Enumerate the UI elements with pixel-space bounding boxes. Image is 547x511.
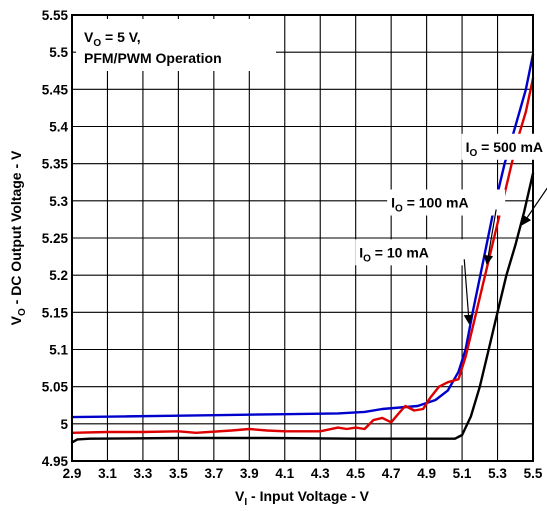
conditions-line-2: PFM/PWM Operation [84, 50, 222, 66]
y-tick-label: 5.05 [42, 380, 69, 395]
series-label-main: I [466, 139, 470, 155]
x-tick-label: 3.7 [204, 466, 223, 481]
y-axis-title-rest: - DC Output Voltage - V [8, 150, 24, 308]
x-tick-label: 5.3 [488, 466, 507, 481]
conditions-vo-sub: O [93, 38, 101, 49]
y-tick-label: 5.4 [49, 120, 68, 135]
series-label-rest: = 100 mA [403, 195, 469, 211]
conditions-box: VO = 5 V, PFM/PWM Operation [76, 19, 276, 71]
y-tick-label: 5.5 [49, 45, 68, 60]
series-label-sub: O [470, 148, 478, 159]
series-label-sub: O [395, 204, 403, 215]
x-tick-label: 4.9 [417, 466, 436, 481]
series-label-arrow [521, 187, 547, 226]
x-tick-label: 4.7 [382, 466, 401, 481]
conditions-line-1: VO = 5 V, [84, 29, 141, 49]
series-label-arrow [483, 209, 497, 265]
chart-grid [72, 15, 533, 461]
series-label-arrow [463, 259, 474, 325]
y-tick-label: 5.1 [49, 343, 68, 358]
x-axis-title-rest: - Input Voltage - V [247, 488, 370, 504]
x-tick-label: 3.1 [98, 466, 117, 481]
series-label-sub: O [363, 253, 371, 264]
series-line-0 [70, 53, 535, 419]
series-label: IO = 500 mA [466, 139, 543, 159]
y-tick-label: 5.3 [49, 194, 68, 209]
x-axis-title-main: V [235, 488, 245, 504]
y-axis-title: VO - DC Output Voltage - V [8, 150, 28, 325]
y-tick-label: 5.25 [42, 231, 69, 246]
y-tick-label: 5.35 [42, 157, 69, 172]
y-tick-label: 5.15 [42, 305, 69, 320]
x-tick-label: 3.9 [240, 466, 259, 481]
chart-series [70, 53, 535, 444]
x-axis-title: VI - Input Voltage - V [235, 488, 370, 508]
x-axis-title-sub: I [244, 497, 247, 508]
x-tick-label: 2.9 [63, 466, 82, 481]
x-tick-label: 5.5 [524, 466, 543, 481]
x-tick-label: 4.3 [311, 466, 330, 481]
series-label: IO = 100 mA [391, 195, 468, 215]
series-label-rest: = 500 mA [477, 139, 543, 155]
y-tick-label: 5.2 [49, 268, 68, 283]
x-tick-label: 4.5 [346, 466, 365, 481]
series-label: IO = 10 mA [359, 244, 429, 264]
series-label-main: I [391, 195, 395, 211]
conditions-vo-main: V [84, 29, 94, 45]
x-tick-label: 3.3 [134, 466, 153, 481]
series-line-2 [70, 172, 535, 444]
series-line-1 [70, 77, 535, 434]
x-tick-label: 5.1 [453, 466, 472, 481]
x-tick-label: 4.1 [275, 466, 294, 481]
y-tick-label: 4.95 [42, 454, 69, 469]
y-tick-label: 5 [60, 417, 68, 432]
conditions-box-bg [76, 19, 276, 71]
series-label-bg [461, 133, 547, 160]
plot-frame [71, 14, 534, 462]
series-label-rest: = 10 mA [371, 244, 429, 260]
y-tick-label: 5.45 [42, 82, 69, 97]
y-axis-title-sub: O [17, 308, 28, 316]
y-tick-label: 5.55 [42, 8, 69, 23]
y-axis-title-main: V [8, 315, 24, 325]
series-label-main: I [359, 244, 363, 260]
series-label-bg [387, 189, 506, 216]
x-tick-label: 3.5 [169, 466, 188, 481]
series-label-bg [355, 239, 474, 266]
chart-ticks: 2.9 3.1 3.3 3.5 3.7 3.9 4.1 4.3 4.5 4.7 4.9 5.1 5.3 5… [42, 8, 543, 481]
conditions-vo-rest: = 5 V, [101, 29, 141, 45]
